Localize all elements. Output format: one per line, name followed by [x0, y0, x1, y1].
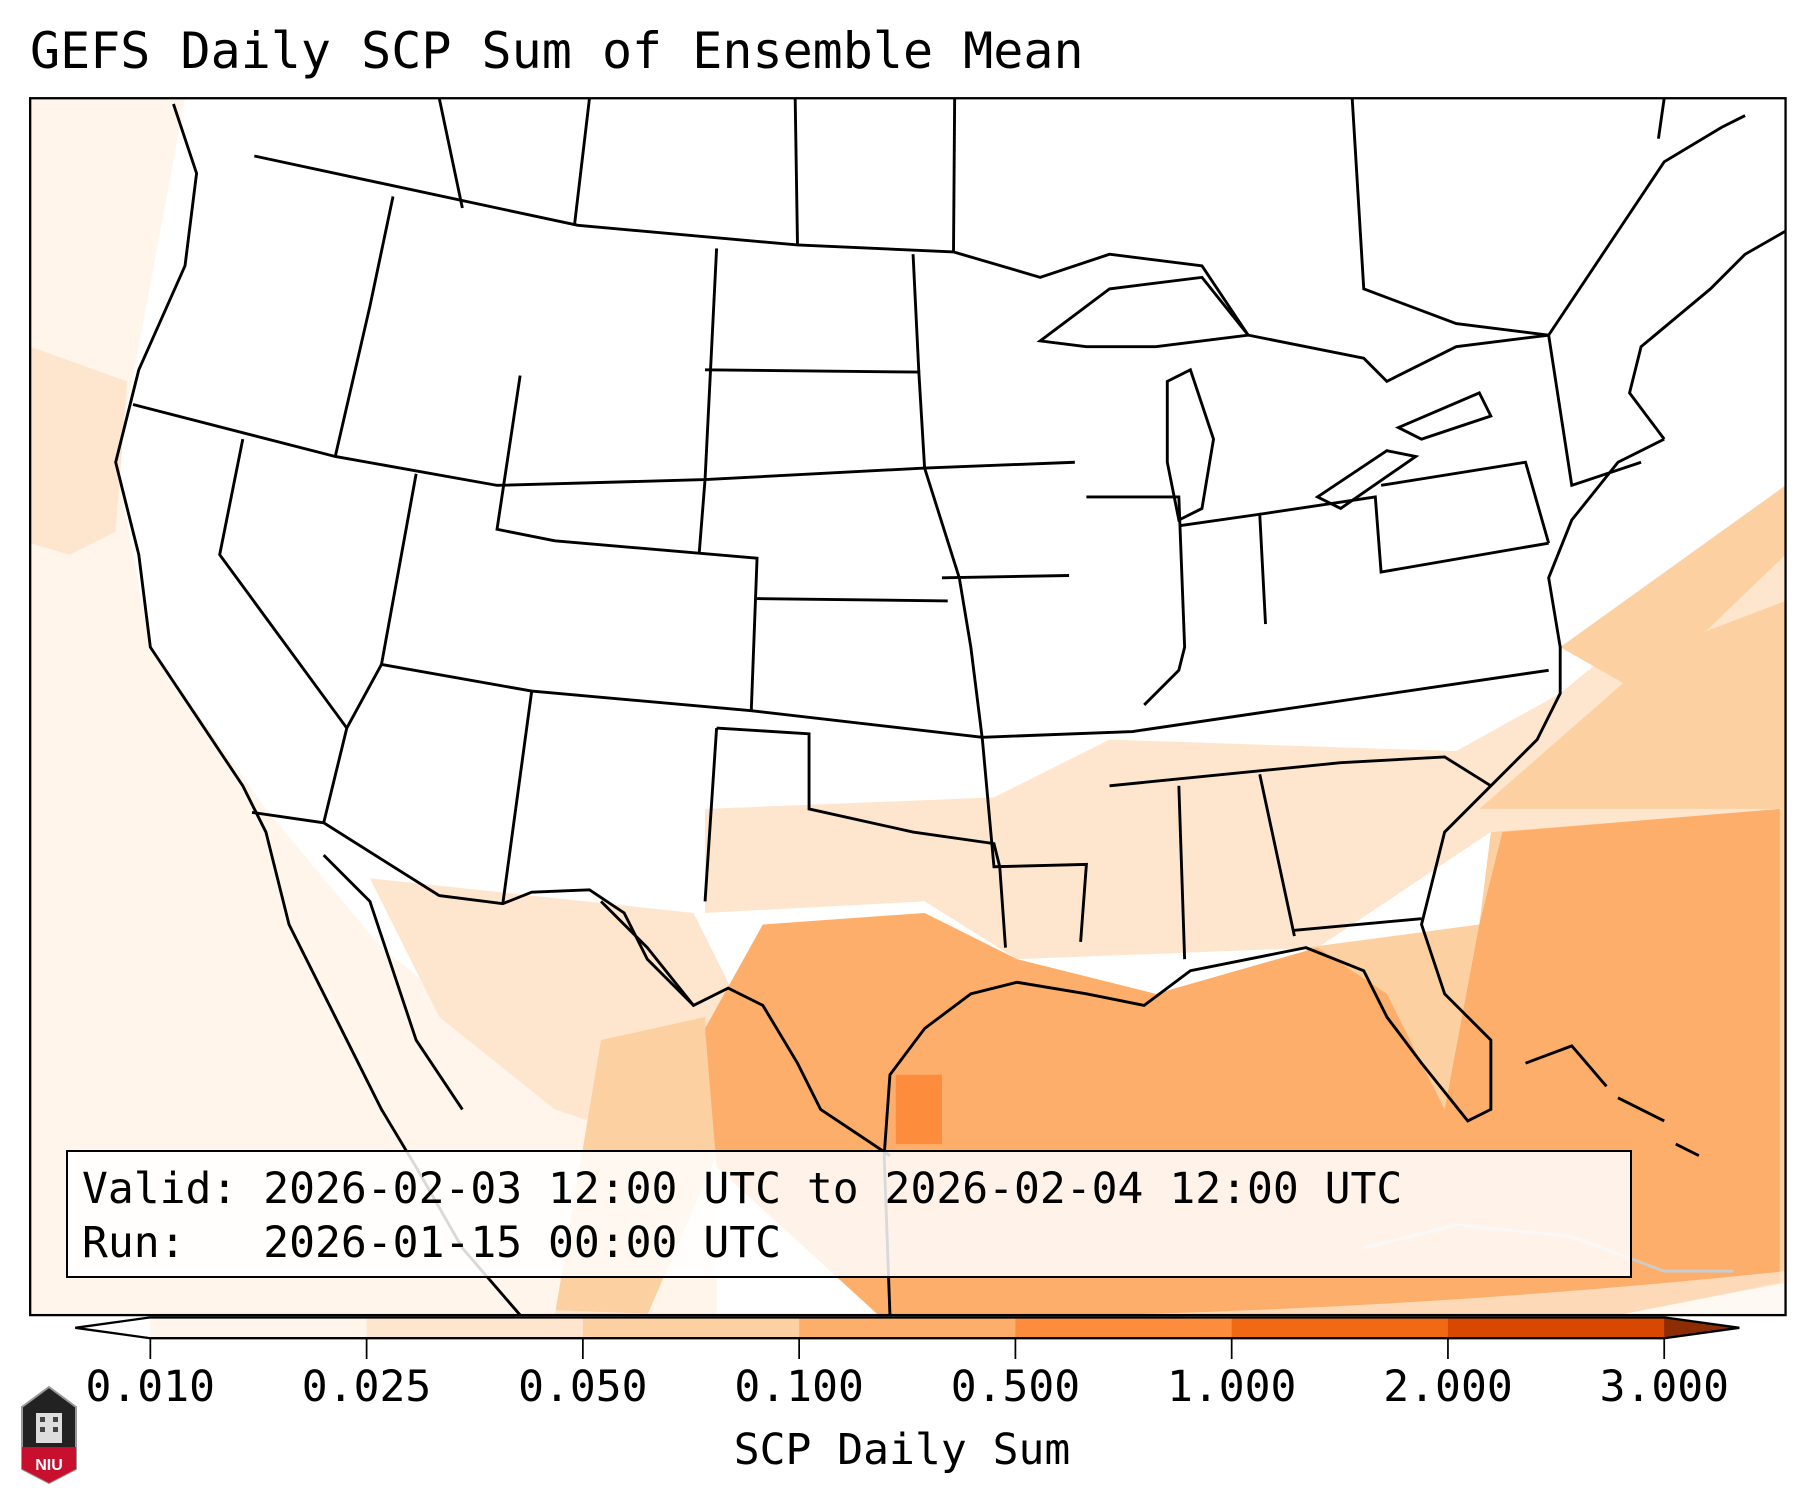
map-title: GEFS Daily SCP Sum of Ensemble Mean: [30, 22, 1084, 80]
colorbar-segment: [150, 1317, 368, 1339]
canada-border: [254, 154, 1549, 384]
colorbar-label: SCP Daily Sum: [733, 1425, 1071, 1475]
colorbar-tick-label: 3.000: [1599, 1362, 1730, 1412]
lake-superior: [1036, 275, 1251, 349]
coastline: [114, 103, 522, 1316]
bahamas: [1525, 1044, 1700, 1157]
scp-field: [30, 98, 1786, 1316]
colorbar-segment: [366, 1317, 584, 1339]
lake-michigan: [1165, 367, 1216, 523]
colorbar-tick-label: 0.025: [301, 1362, 432, 1412]
map-frame: [29, 97, 1787, 1317]
colorbar-tick-label: 0.100: [734, 1362, 864, 1412]
colorbar-over-arrow: [1664, 1317, 1740, 1339]
boundaries: [114, 98, 1786, 1316]
colorbar-segment: [1447, 1317, 1665, 1339]
coastline-gulf: [882, 437, 1665, 1316]
colorbar-tick-label: 0.500: [950, 1362, 1081, 1412]
valid-label: Valid:: [82, 1164, 238, 1214]
niu-logo: NIU: [21, 1385, 77, 1485]
colorbar-segment: [1231, 1317, 1449, 1339]
colorbar-segment: [799, 1317, 1016, 1339]
colorbar-tick-label: 0.050: [518, 1362, 648, 1412]
colorbar-segment: [1015, 1317, 1233, 1339]
colorbar-tick-label: 1.000: [1166, 1362, 1297, 1412]
coastline-mexico: [600, 900, 891, 1157]
colorbar-segment: [582, 1317, 800, 1339]
svg-text:NIU: NIU: [35, 1457, 63, 1474]
coastline-maritime: [1547, 114, 1746, 336]
colorbar: [75, 1316, 1740, 1360]
valid-value: 2026-02-03 12:00 UTC to 2026-02-04 12:00…: [263, 1164, 1403, 1214]
run-value: 2026-01-15 00:00 UTC: [263, 1218, 781, 1268]
mexico-border: [251, 810, 695, 1007]
lake-erie: [1314, 449, 1420, 511]
run-label: Run:: [82, 1218, 186, 1268]
colorbar-under-arrow: [75, 1317, 151, 1339]
colorbar-tick-label: 2.000: [1383, 1362, 1513, 1412]
coastline-baja: [322, 854, 464, 1111]
colorbar-tick-label: 0.010: [85, 1362, 215, 1412]
lake-ontario: [1394, 391, 1493, 441]
valid-run-box: Valid: 2026-02-03 12:00 UTC to 2026-02-0…: [66, 1150, 1632, 1278]
coastline-northeast: [1627, 229, 1786, 441]
